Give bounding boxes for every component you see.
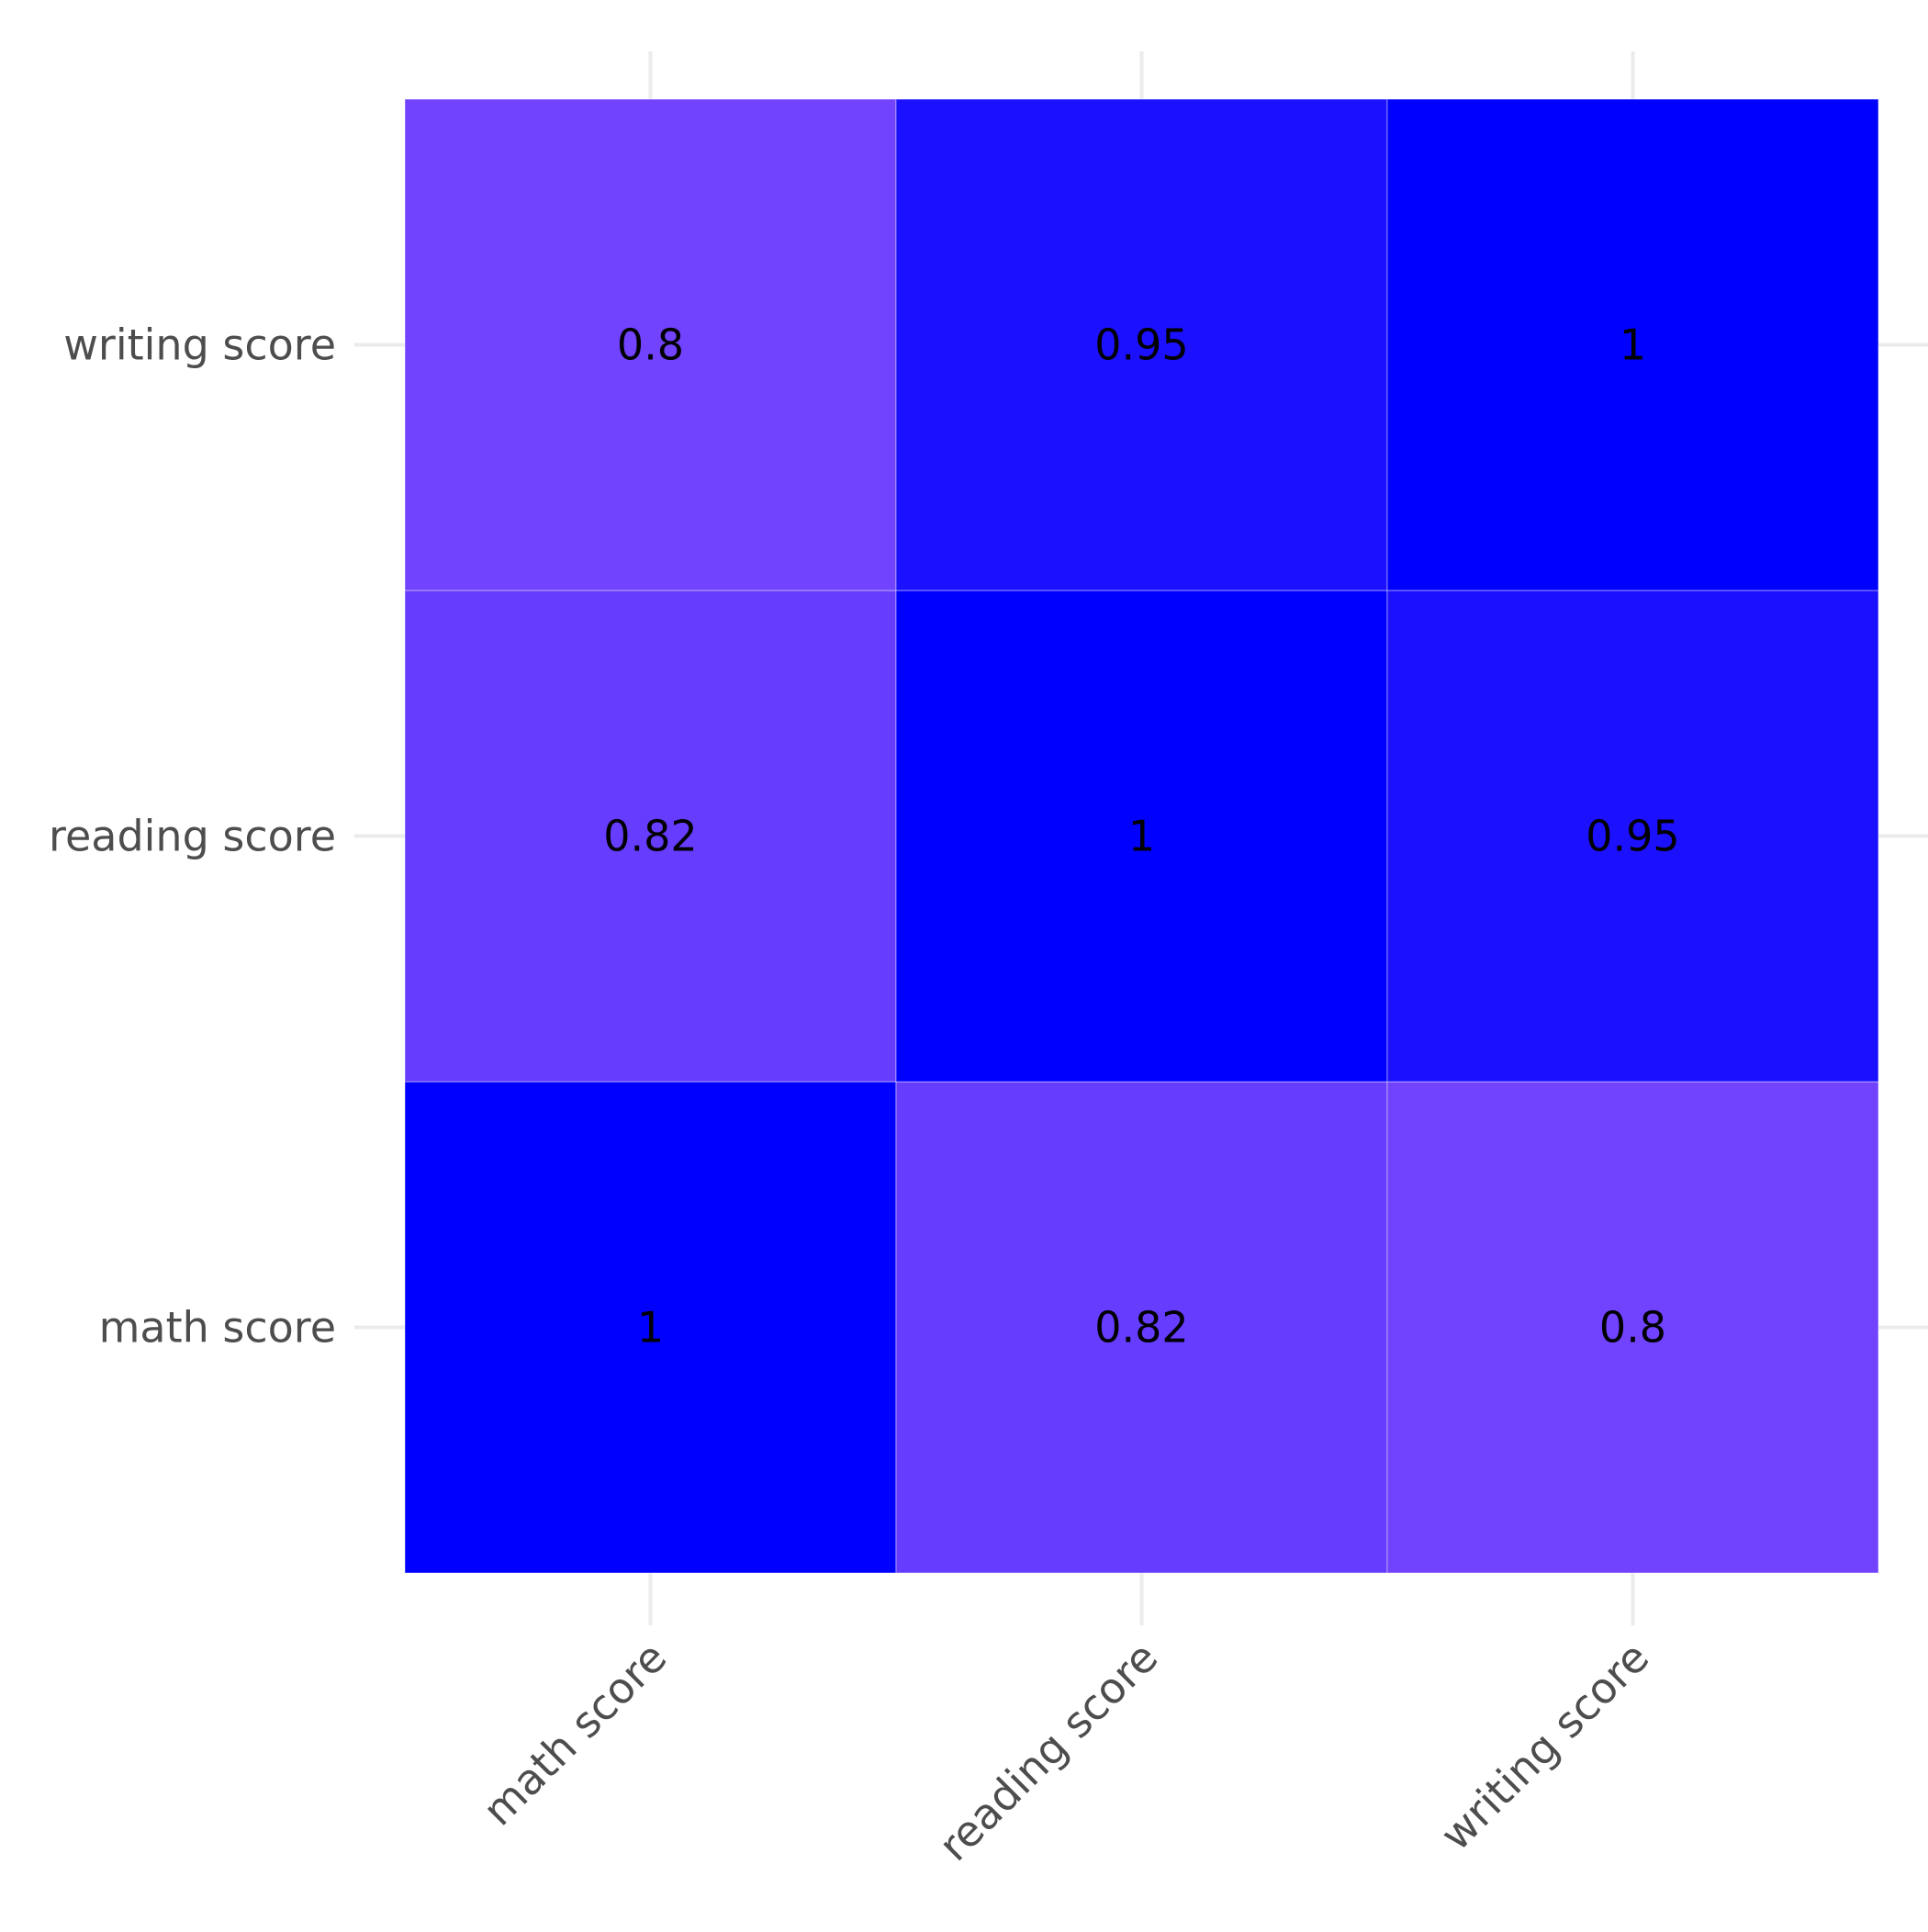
cell-value-label: 1 [1620, 320, 1646, 370]
heatmap-cell [1386, 590, 1879, 1083]
x-tick-label: writing score [1430, 1633, 1658, 1860]
cell-value-label: 0.82 [603, 812, 697, 861]
y-tick-label: writing score [63, 320, 336, 370]
heatmap-cell [1386, 1081, 1879, 1574]
cell-layer [404, 98, 1879, 1574]
cell-label-layer: 1 0.82 0.8 0.82 1 0.95 0.8 0.95 1 [603, 320, 1679, 1353]
x-tick-label: reading score [929, 1633, 1167, 1870]
y-tick-label: math score [99, 1303, 336, 1353]
cell-value-label: 0.8 [617, 320, 684, 370]
cell-value-label: 0.8 [1599, 1303, 1666, 1353]
y-tick-label: reading score [49, 812, 336, 861]
cell-value-label: 0.95 [1094, 320, 1188, 370]
heatmap-cell [895, 1081, 1388, 1574]
heatmap-cell [895, 590, 1388, 1083]
heatmap-cell [1386, 98, 1879, 591]
x-tick-label: math score [473, 1633, 676, 1836]
heatmap-cell [404, 98, 897, 591]
cell-value-label: 1 [1128, 812, 1155, 861]
cell-value-label: 0.82 [1094, 1303, 1188, 1353]
heatmap-cell [404, 1081, 897, 1574]
heatmap-cell [895, 98, 1388, 591]
cell-value-label: 1 [637, 1303, 664, 1353]
cell-value-label: 0.95 [1586, 812, 1679, 861]
